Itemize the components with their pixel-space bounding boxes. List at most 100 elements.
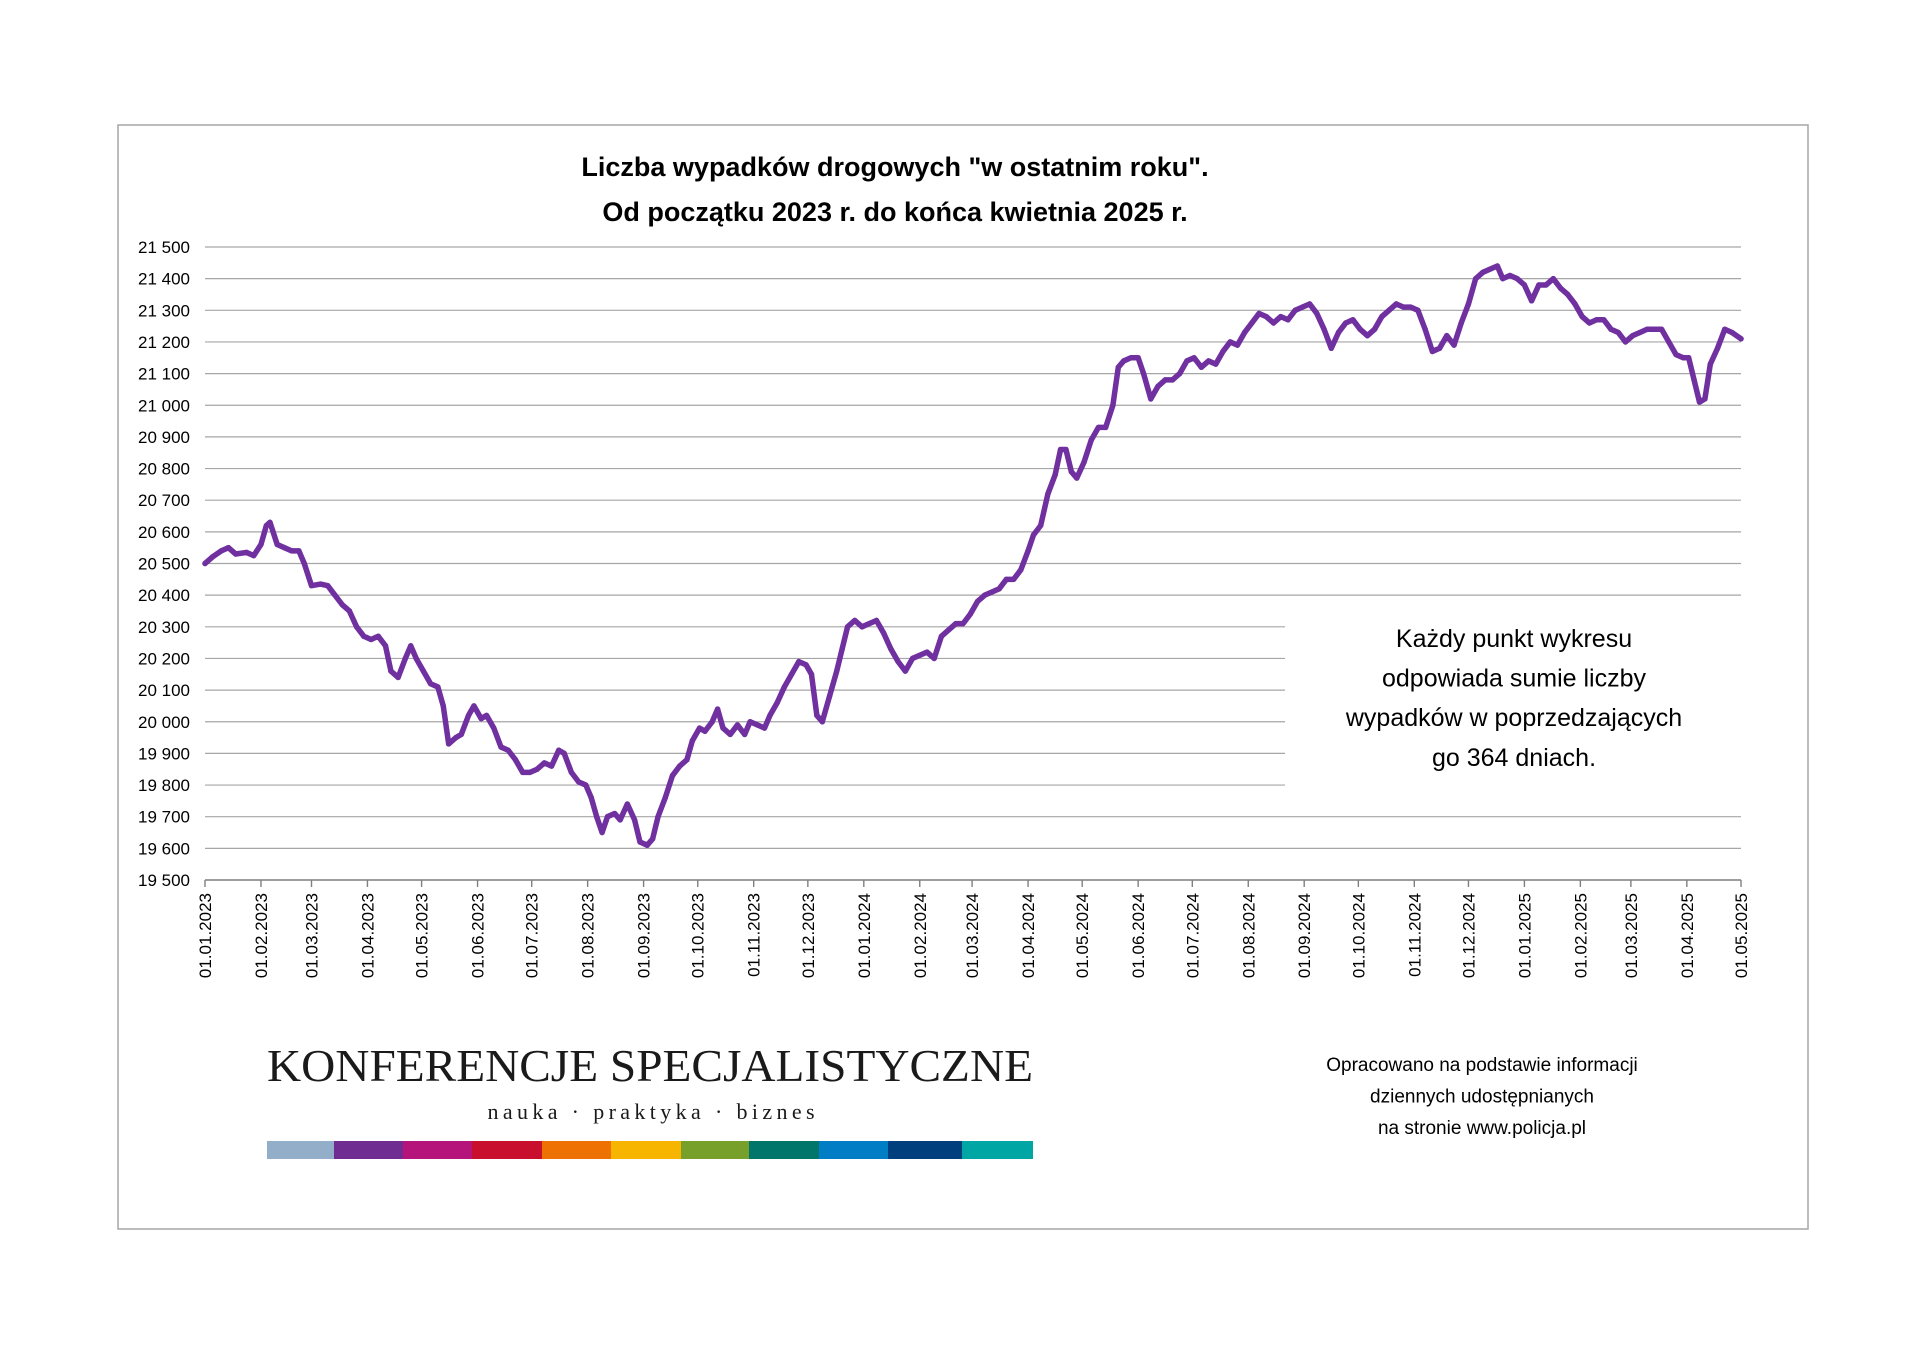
data-point [368,636,374,643]
y-tick-label: 19 700 [138,808,190,827]
x-tick-label: 01.03.2025 [1622,893,1641,978]
series-group [202,263,1744,848]
data-point [427,681,434,687]
data-point [781,684,788,690]
data-point [967,611,973,617]
data-point [1121,358,1127,364]
data-point [527,769,533,776]
data-point [1422,326,1428,332]
y-tick-label: 20 800 [138,460,190,479]
data-point [1465,301,1472,307]
data-point [819,719,825,725]
data-point [568,769,575,776]
data-point [1729,329,1735,336]
data-point [720,725,726,731]
data-point [689,738,696,744]
annotation-text: Każdy punkt wykresu odpowiada sumie liczb… [1345,625,1682,772]
data-point [1030,532,1037,538]
data-point [1169,377,1176,383]
x-tick-label: 01.02.2025 [1571,893,1590,978]
data-point [1045,491,1051,497]
data-point [232,551,239,557]
data-point [814,712,820,719]
data-point [945,627,952,633]
data-point [1110,402,1116,408]
data-point [1025,548,1031,554]
data-point [895,658,901,665]
x-tick-label: 01.05.2024 [1073,893,1092,978]
x-tick-label: 01.04.2024 [1019,893,1038,978]
y-tick-label: 21 000 [138,396,190,415]
x-tick-label: 01.12.2024 [1459,893,1478,978]
data-point [1429,348,1436,355]
data-point [631,817,638,823]
data-point [263,522,270,529]
data-point [702,728,708,734]
data-point [258,541,264,548]
data-point [1666,339,1672,345]
data-point [1472,275,1479,282]
data-point [1270,320,1277,326]
data-point [1148,396,1154,402]
data-point [1658,326,1665,332]
data-point [1507,272,1513,279]
data-point [873,617,880,624]
data-point [1263,313,1270,320]
data-point [1565,291,1571,298]
data-point [1579,313,1585,320]
data-point [1052,472,1058,478]
data-point [982,592,988,598]
logo-color-bar [267,1141,1033,1159]
data-point [754,722,761,728]
annotation-line: go 364 dniach. [1432,744,1596,772]
data-point [1068,469,1075,475]
data-point [1234,342,1241,348]
logo-color-segment [611,1141,681,1159]
data-point [1557,285,1564,291]
data-point [209,554,215,560]
data-point [353,624,360,630]
data-point [727,731,733,738]
data-point [649,836,656,842]
annotation-line: wypadków w poprzedzających [1345,704,1682,732]
data-point [541,760,548,766]
data-point [243,549,250,556]
chart-title: Liczba wypadków drogowych "w ostatnim ro… [581,152,1208,182]
annotation-line: Każdy punkt wykresu [1396,625,1632,653]
data-point [420,668,427,674]
x-tick-label: 01.10.2024 [1349,893,1368,978]
data-point [1714,345,1721,351]
y-tick-label: 19 500 [138,871,190,890]
data-point [1306,301,1313,307]
data-point [1128,355,1134,361]
x-tick-label: 01.01.2023 [196,893,215,978]
data-point [826,693,833,700]
source-note-line: na stronie www.policja.pl [1378,1118,1586,1139]
y-tick-label: 20 900 [138,428,190,447]
data-point [803,662,809,668]
data-point [1386,307,1392,313]
data-point [1572,301,1578,307]
data-point [734,722,741,728]
data-point [1528,298,1535,304]
data-point [1393,301,1399,307]
data-point [413,655,419,662]
data-point [859,624,865,630]
data-point [1586,320,1593,326]
data-point [1408,304,1414,310]
y-tick-label: 20 100 [138,681,190,700]
x-tick-label: 01.12.2023 [799,893,818,978]
data-point [1444,332,1450,339]
data-point [471,703,477,709]
data-point [465,712,472,719]
data-point [1184,358,1190,364]
annotation-box [1285,602,1743,788]
data-point [1335,329,1342,336]
x-tick-label: 01.07.2023 [523,893,542,978]
data-point [478,715,484,722]
data-point [1095,424,1102,431]
data-point [1644,326,1650,332]
data-point [1115,364,1122,370]
data-point [696,725,703,731]
